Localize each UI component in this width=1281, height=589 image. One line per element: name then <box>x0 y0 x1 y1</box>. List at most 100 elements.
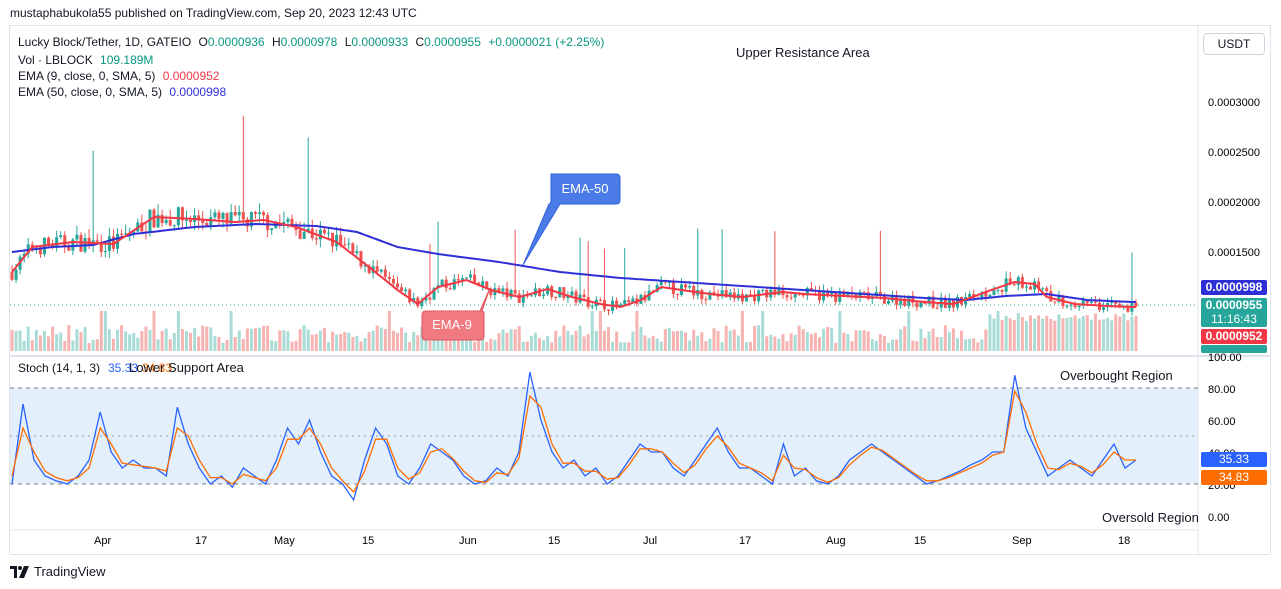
volume-bar <box>75 329 79 351</box>
volume-bar <box>294 340 298 351</box>
volume-bar <box>290 341 294 351</box>
volume-bar <box>253 328 257 351</box>
legend-ema9-label[interactable]: EMA (9, close, 0, SMA, 5) <box>18 69 156 83</box>
ema9-callout-text: EMA-9 <box>432 317 472 332</box>
volume-bar <box>270 340 274 351</box>
volume-bar <box>680 330 684 351</box>
volume-bar <box>164 328 168 351</box>
candle-body <box>176 207 180 226</box>
volume-bar <box>318 330 322 351</box>
volume-bar <box>594 330 598 351</box>
volume-bar <box>67 325 71 351</box>
candle-body <box>140 222 144 232</box>
volume-bar <box>566 330 570 351</box>
candle-body <box>10 272 14 280</box>
volume-bar <box>947 332 951 351</box>
candle-body <box>1077 305 1081 308</box>
volume-bar <box>980 339 984 351</box>
volume-bar <box>785 341 789 351</box>
candle-body <box>485 281 489 289</box>
candle-body <box>180 207 184 221</box>
volume-bar <box>546 335 550 351</box>
volume-bar <box>1045 315 1049 351</box>
candle-body <box>878 291 882 296</box>
time-tick: Jun <box>459 535 477 547</box>
candle-body <box>460 278 464 281</box>
candle-body <box>335 234 339 247</box>
legend-symbol-row: Lucky Block/Tether, 1D, GATEIO O0.000093… <box>18 35 608 49</box>
candle-body <box>882 295 886 304</box>
candle-body <box>363 265 367 267</box>
legend-change: +0.0000021 (+2.25%) <box>488 35 605 49</box>
volume-bar <box>631 331 635 351</box>
volume-bar <box>923 338 927 351</box>
volume-bar <box>107 329 111 351</box>
candle-body <box>927 296 931 304</box>
volume-bar <box>225 339 229 351</box>
volume-bar <box>984 329 988 351</box>
candle-body <box>156 214 160 228</box>
volume-bar <box>213 335 217 351</box>
candle-body <box>253 212 257 214</box>
candle-body <box>464 277 468 279</box>
volume-bar <box>647 338 651 351</box>
volume-bar <box>773 336 777 351</box>
tradingview-logo[interactable]: TradingView <box>10 564 106 579</box>
price-tick: 0.0002000 <box>1208 197 1260 209</box>
candle-body <box>383 269 387 277</box>
volume-bar <box>651 335 655 351</box>
volume-bar <box>55 333 59 351</box>
candle-body <box>412 297 416 303</box>
volume-bar <box>314 334 318 351</box>
volume-bar <box>160 330 164 351</box>
legend-ema50-label[interactable]: EMA (50, close, 0, SMA, 5) <box>18 85 163 99</box>
volume-bar <box>148 329 152 351</box>
volume-bar <box>205 326 209 351</box>
volume-bar <box>813 332 817 351</box>
volume-bar <box>193 327 197 351</box>
candle-body <box>38 247 42 255</box>
legend-symbol[interactable]: Lucky Block/Tether, 1D, GATEIO <box>18 35 192 49</box>
volume-bar <box>1102 319 1106 351</box>
candle-body <box>209 217 213 227</box>
candle-body <box>221 212 225 219</box>
volume-bar <box>870 339 874 351</box>
candle-body <box>473 274 477 283</box>
legend-o-label: O <box>198 35 208 49</box>
volume-bar <box>789 333 793 351</box>
volume-bar <box>1093 313 1097 351</box>
candle-body <box>201 220 205 224</box>
volume-bar <box>874 340 878 351</box>
volume-bar <box>749 342 753 351</box>
volume-bar <box>209 327 213 351</box>
volume-bar <box>456 340 460 351</box>
volume-bar <box>1110 320 1114 351</box>
volume-bar <box>704 341 708 351</box>
volume-bar <box>809 334 813 351</box>
volume-bar <box>736 335 740 351</box>
volume-bar <box>753 326 757 351</box>
volume-bar <box>590 311 594 351</box>
volume-bar <box>866 331 870 351</box>
candle-body <box>1033 281 1037 290</box>
volume-bar <box>1118 316 1122 351</box>
volume-bar <box>116 329 120 351</box>
volume-bar <box>611 341 615 351</box>
volume-bar <box>525 341 529 351</box>
currency-button[interactable]: USDT <box>1203 33 1265 55</box>
candle-body <box>270 228 274 231</box>
candle-body <box>87 237 91 246</box>
legend-volume-label[interactable]: Vol · LBLOCK <box>18 53 93 67</box>
candle-body <box>172 225 176 227</box>
chart-frame <box>9 25 1271 555</box>
stoch-legend-label[interactable]: Stoch (14, 1, 3) <box>18 361 100 375</box>
volume-bar <box>895 339 899 351</box>
candle-body <box>655 285 659 292</box>
candle-body <box>761 289 765 291</box>
candle-body <box>980 292 984 299</box>
volume-bar <box>387 311 391 351</box>
candle-body <box>217 212 221 219</box>
candle-body <box>1102 307 1106 311</box>
volume-bar <box>627 342 631 351</box>
